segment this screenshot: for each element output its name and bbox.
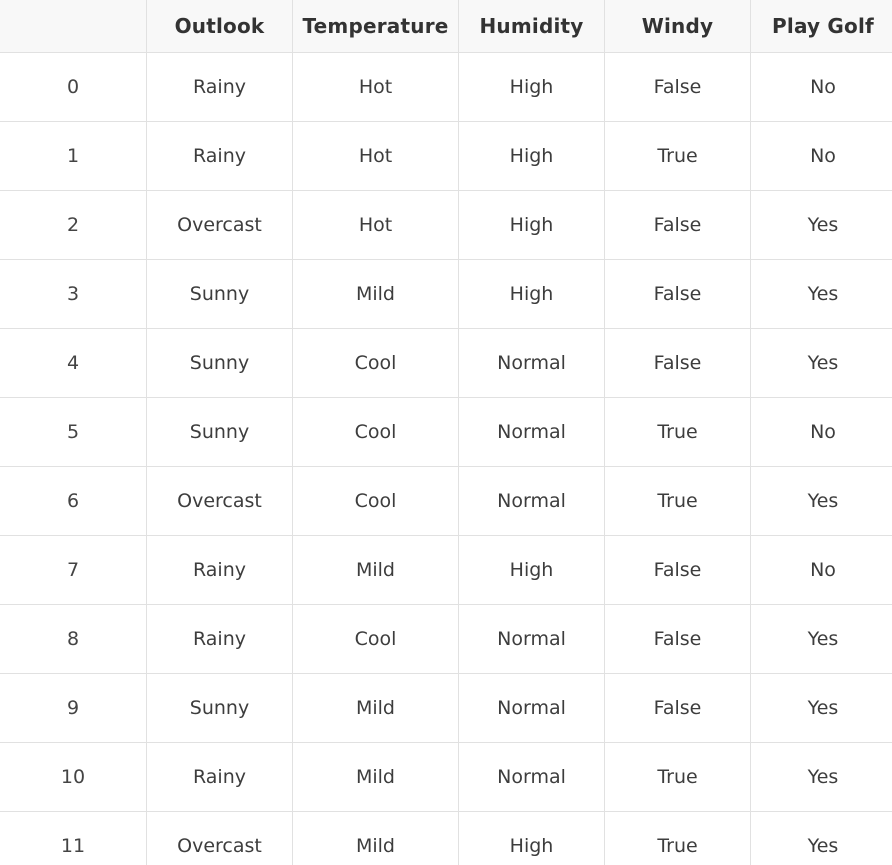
table-cell-temperature: Hot [292,190,459,260]
table-cell-play-golf: Yes [750,604,892,674]
table-cell-humidity: Normal [458,328,605,398]
table-cell-play-golf: Yes [750,190,892,260]
table-cell-humidity: High [458,190,605,260]
table-cell-outlook: Sunny [146,397,293,467]
table-cell-play-golf: No [750,121,892,191]
table-cell-outlook: Sunny [146,259,293,329]
table-cell-play-golf: Yes [750,328,892,398]
table-cell-humidity: High [458,535,605,605]
row-index-cell: 8 [0,604,147,674]
table-cell-temperature: Hot [292,52,459,122]
table-cell-outlook: Overcast [146,811,293,865]
table-cell-outlook: Rainy [146,52,293,122]
table-cell-windy: True [604,811,751,865]
table-cell-temperature: Mild [292,259,459,329]
table-header: Outlook Temperature Humidity Windy Play Golf [0,0,892,53]
table-cell-humidity: Normal [458,742,605,812]
table-row: 5 Sunny Cool Normal True No [0,397,892,467]
table-cell-windy: False [604,52,751,122]
table-cell-outlook: Overcast [146,466,293,536]
table-cell-outlook: Sunny [146,673,293,743]
table-row: 9 Sunny Mild Normal False Yes [0,673,892,743]
table-cell-humidity: High [458,52,605,122]
table-cell-humidity: Normal [458,604,605,674]
table-row: 10 Rainy Mild Normal True Yes [0,742,892,812]
table-cell-temperature: Mild [292,535,459,605]
table-cell-windy: False [604,604,751,674]
table-cell-outlook: Rainy [146,121,293,191]
row-index-cell: 1 [0,121,147,191]
header-row: Outlook Temperature Humidity Windy Play Golf [0,0,892,53]
table-row: 1 Rainy Hot High True No [0,121,892,191]
table-cell-temperature: Hot [292,121,459,191]
table-row: 3 Sunny Mild High False Yes [0,259,892,329]
table-row: 7 Rainy Mild High False No [0,535,892,605]
row-index-cell: 2 [0,190,147,260]
column-header-windy: Windy [604,0,751,53]
table-cell-windy: True [604,742,751,812]
table-cell-windy: False [604,673,751,743]
table-cell-play-golf: Yes [750,673,892,743]
column-header-outlook: Outlook [146,0,293,53]
row-index-cell: 5 [0,397,147,467]
table-cell-windy: False [604,190,751,260]
row-index-cell: 11 [0,811,147,865]
table-cell-temperature: Cool [292,466,459,536]
table-cell-play-golf: Yes [750,466,892,536]
table-cell-outlook: Rainy [146,535,293,605]
table-cell-windy: True [604,466,751,536]
table-cell-play-golf: No [750,397,892,467]
column-header-index [0,0,147,53]
column-header-temperature: Temperature [292,0,459,53]
table-cell-outlook: Sunny [146,328,293,398]
column-header-humidity: Humidity [458,0,605,53]
table-cell-outlook: Rainy [146,604,293,674]
table-cell-temperature: Mild [292,811,459,865]
table-cell-windy: True [604,121,751,191]
table-body: 0 Rainy Hot High False No 1 Rainy Hot High True No 2… [0,52,892,865]
table-cell-windy: False [604,535,751,605]
row-index-cell: 0 [0,52,147,122]
table-cell-play-golf: Yes [750,742,892,812]
table-row: 4 Sunny Cool Normal False Yes [0,328,892,398]
table-cell-outlook: Overcast [146,190,293,260]
row-index-cell: 6 [0,466,147,536]
table-row: 11 Overcast Mild High True Yes [0,811,892,865]
table-cell-temperature: Cool [292,397,459,467]
table-cell-windy: True [604,397,751,467]
table-cell-humidity: Normal [458,673,605,743]
table-cell-play-golf: Yes [750,259,892,329]
row-index-cell: 7 [0,535,147,605]
table-cell-windy: False [604,328,751,398]
table-cell-temperature: Cool [292,604,459,674]
row-index-cell: 4 [0,328,147,398]
table-cell-humidity: High [458,811,605,865]
table-cell-temperature: Mild [292,742,459,812]
table-cell-humidity: Normal [458,466,605,536]
table-cell-temperature: Cool [292,328,459,398]
table-row: 2 Overcast Hot High False Yes [0,190,892,260]
table-cell-temperature: Mild [292,673,459,743]
table-cell-windy: False [604,259,751,329]
table-row: 6 Overcast Cool Normal True Yes [0,466,892,536]
table-cell-play-golf: Yes [750,811,892,865]
row-index-cell: 3 [0,259,147,329]
table-row: 0 Rainy Hot High False No [0,52,892,122]
table-cell-play-golf: No [750,535,892,605]
table-cell-outlook: Rainy [146,742,293,812]
row-index-cell: 10 [0,742,147,812]
table-row: 8 Rainy Cool Normal False Yes [0,604,892,674]
table-cell-humidity: High [458,121,605,191]
table-cell-humidity: High [458,259,605,329]
table-cell-play-golf: No [750,52,892,122]
row-index-cell: 9 [0,673,147,743]
table-cell-humidity: Normal [458,397,605,467]
column-header-play-golf: Play Golf [750,0,892,53]
